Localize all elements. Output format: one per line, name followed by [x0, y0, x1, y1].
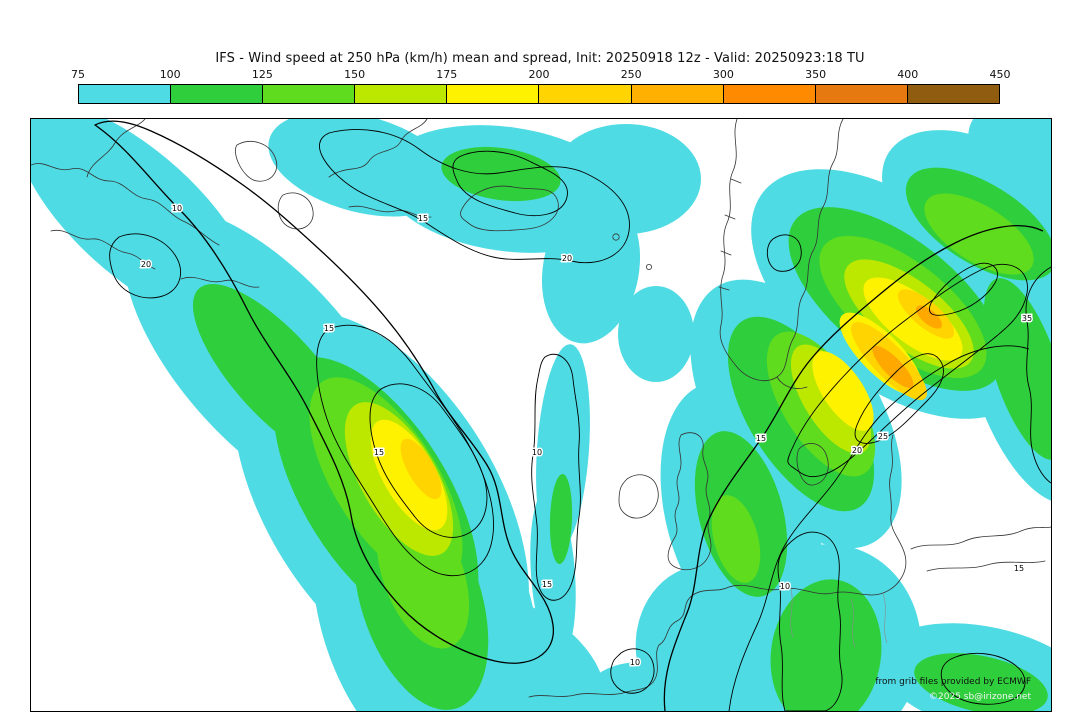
colorbar-tick-label: 450: [989, 68, 1011, 81]
colorbar-tick-label: 100: [159, 68, 181, 81]
contour-label: 20: [562, 254, 572, 263]
contour-label: 15: [542, 580, 552, 589]
contour-label: 15: [324, 324, 334, 333]
coastline-baltic: [926, 560, 1046, 572]
contour-line: [1025, 266, 1051, 484]
coastline-fjords: [718, 178, 742, 291]
coastline-iceland: [460, 185, 559, 232]
contour-line: [940, 652, 1026, 705]
contour-line: [319, 129, 630, 264]
contour-lines-layer: [94, 120, 1051, 711]
contour-line: [854, 353, 944, 444]
colorbar-gradient-bar: [78, 84, 1000, 104]
colorbar-segment: [815, 85, 908, 103]
contour-line: [777, 531, 843, 711]
coastline: [86, 119, 146, 178]
coastline: [328, 119, 428, 178]
contour-line: [728, 345, 1030, 711]
coastlines-layer: [31, 119, 1051, 698]
contour-line: [316, 324, 494, 577]
colorbar-tick-label: 200: [528, 68, 550, 81]
weather-map: 20 10 15 20 15 15 10 15 15 10 20 25 35 15 10 from grib…: [30, 118, 1052, 712]
colorbar-tick-label: 400: [897, 68, 919, 81]
coastline-france-iberia: [528, 586, 730, 698]
coastline: [50, 229, 156, 270]
coastline: [31, 163, 220, 246]
colorbar-tick-row: 75 100 125 150 175 200 250 300 350 400 450: [71, 68, 1011, 83]
colorbar-segment: [355, 85, 448, 103]
coastline: [180, 276, 260, 288]
coastline-island: [235, 141, 278, 182]
colorbar-segment: [539, 85, 632, 103]
contour-line: [452, 150, 568, 216]
colorbar-segment: [263, 85, 356, 103]
contour-labels-layer: 20 10 15 20 15 15 10 15 15 10 20 25 35 15 10: [139, 203, 1033, 669]
coastline-island: [646, 263, 653, 270]
contour-line: [531, 353, 581, 601]
contour-label: 10: [532, 448, 542, 457]
colorbar-segment: [907, 85, 999, 103]
colorbar-tick-label: 250: [620, 68, 642, 81]
contour-line: [766, 234, 802, 272]
contour-line: [109, 233, 181, 299]
contour-line: [610, 648, 655, 694]
colorbar-segment: [447, 85, 540, 103]
contour-label: 10: [780, 582, 790, 591]
colorbar-segment: [631, 85, 724, 103]
coastline: [776, 376, 808, 389]
colorbar-tick-label: 300: [712, 68, 734, 81]
colorbar-segment: [171, 85, 264, 103]
coastline-great-britain: [667, 432, 712, 571]
contour-line: [787, 263, 1028, 478]
credit-provider: from grib files provided by ECMWF: [875, 677, 1031, 687]
colorbar-tick-label: 175: [436, 68, 458, 81]
contour-label: 20: [141, 260, 151, 269]
contour-label: 15: [374, 448, 384, 457]
colorbar: 75 100 125 150 175 200 250 300 350 400 450: [71, 68, 1011, 104]
colorbar-segment: [79, 85, 172, 103]
contour-line: [369, 383, 488, 538]
wind-speed-map-canvas: 20 10 15 20 15 15 10 15 15 10 20 25 35 15 10 from grib…: [31, 119, 1051, 711]
contour-label: 35: [1022, 314, 1032, 323]
contour-label: 15: [756, 434, 766, 443]
page-title: IFS - Wind speed at 250 hPa (km/h) mean …: [215, 51, 865, 66]
wind-field-250: [872, 305, 943, 389]
contour-label: 15: [1014, 564, 1024, 573]
coastline: [348, 205, 432, 218]
coastline-continental: [728, 434, 907, 596]
contour-line: [663, 225, 1044, 711]
contour-label: 10: [630, 658, 640, 667]
colorbar-tick-label: 75: [71, 68, 85, 81]
colorbar-segment: [723, 85, 816, 103]
credit-copyright: ©2025 sb@irizone.net: [929, 692, 1031, 702]
contour-label: 15: [418, 214, 428, 223]
coastline-baltic: [910, 526, 1051, 550]
colorbar-tick-label: 125: [251, 68, 273, 81]
colorbar-tick-label: 150: [344, 68, 366, 81]
river-border-lines: [790, 588, 888, 648]
contour-label: 25: [878, 432, 888, 441]
coastline-island: [612, 233, 620, 241]
contour-label: 20: [852, 446, 862, 455]
colorbar-tick-label: 350: [805, 68, 827, 81]
coastline-ireland: [618, 474, 659, 519]
contour-label: 10: [172, 204, 182, 213]
contour-line: [929, 262, 998, 316]
coastline-island: [277, 192, 314, 230]
contour-line: [94, 120, 554, 664]
